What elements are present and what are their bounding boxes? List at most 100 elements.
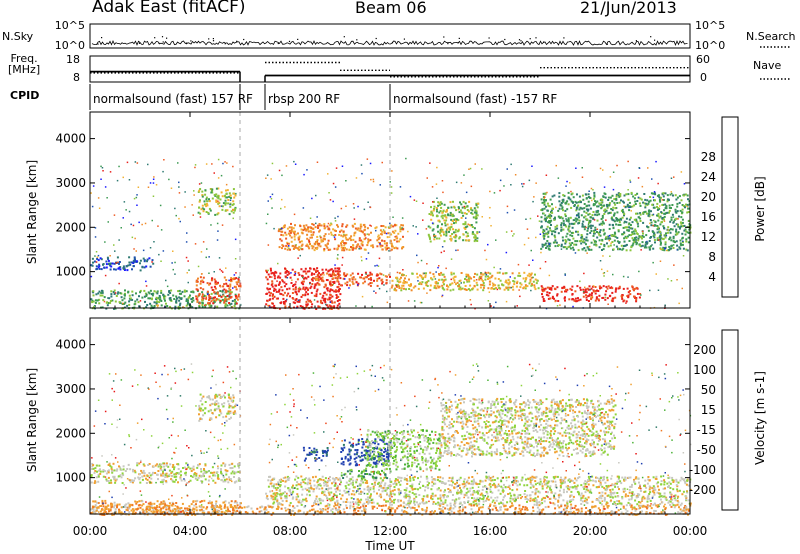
heatmap-cell — [230, 405, 233, 408]
heatmap-cell — [635, 300, 638, 303]
heatmap-cell — [219, 286, 222, 288]
heatmap-cell — [171, 475, 174, 477]
heatmap-cell — [361, 503, 364, 506]
heatmap-cell — [456, 281, 459, 284]
heatmap-cell — [433, 275, 436, 278]
heatmap-cell — [625, 249, 628, 252]
heatmap-cell — [188, 269, 190, 271]
heatmap-cell — [158, 253, 160, 256]
heatmap-cell — [535, 236, 537, 239]
heatmap-cell — [584, 491, 587, 494]
heatmap-cell — [540, 247, 543, 250]
heatmap-cell — [212, 299, 215, 302]
heatmap-cell — [112, 475, 115, 478]
heatmap-cell — [120, 296, 123, 299]
heatmap-cell — [445, 216, 448, 219]
heatmap-cell — [450, 239, 453, 242]
heatmap-cell — [364, 271, 367, 274]
heatmap-cell — [199, 509, 202, 512]
date-label: 21/Jun/2013 — [580, 0, 677, 17]
heatmap-cell — [432, 200, 435, 203]
heatmap-cell — [344, 282, 347, 285]
heatmap-cell — [386, 290, 388, 293]
heatmap-cell — [348, 248, 351, 251]
heatmap-cell — [516, 484, 519, 487]
heatmap-cell — [399, 186, 402, 188]
nsearch-label: N.Search — [746, 30, 796, 43]
heatmap-cell — [681, 211, 684, 214]
heatmap-cell — [211, 188, 214, 191]
heatmap-cell — [151, 259, 154, 262]
heatmap-cell — [228, 476, 230, 479]
heatmap-cell — [328, 274, 331, 277]
heatmap-cell — [337, 275, 340, 278]
heatmap-cell — [293, 238, 296, 241]
heatmap-cell — [208, 475, 211, 478]
heatmap-cell — [233, 305, 236, 307]
heatmap-cell — [499, 268, 502, 270]
heatmap-cell — [590, 241, 593, 244]
heatmap-cell — [651, 203, 654, 206]
heatmap-cell — [652, 192, 655, 195]
heatmap-cell — [546, 233, 549, 236]
heatmap-cell — [105, 479, 108, 482]
heatmap-cell — [567, 227, 570, 230]
heatmap-cell — [278, 228, 281, 231]
heatmap-cell — [273, 273, 276, 276]
heatmap-cell — [355, 305, 357, 307]
heatmap-cell — [386, 301, 389, 304]
heatmap-cell — [648, 240, 651, 242]
heatmap-cell — [492, 283, 495, 286]
heatmap-cell — [546, 240, 549, 242]
heatmap-cell — [390, 192, 393, 194]
heatmap-cell — [617, 223, 620, 226]
heatmap-cell — [309, 282, 311, 285]
heatmap-cell — [217, 407, 220, 410]
heatmap-cell — [586, 218, 589, 221]
heatmap-cell — [204, 303, 207, 306]
heatmap-cell — [585, 296, 588, 299]
heatmap-cell — [617, 478, 620, 481]
heatmap-cell — [286, 294, 289, 297]
heatmap-cell — [145, 477, 147, 480]
heatmap-cell — [507, 493, 510, 495]
heatmap-cell — [619, 480, 622, 483]
heatmap-cell — [129, 298, 132, 301]
heatmap-cell — [444, 489, 446, 492]
heatmap-cell — [339, 277, 342, 280]
heatmap-cell — [586, 204, 589, 207]
heatmap-cell — [567, 203, 570, 206]
heatmap-cell — [571, 293, 574, 296]
heatmap-cell — [642, 232, 644, 235]
heatmap-cell — [593, 232, 596, 235]
heatmap-cell — [611, 209, 614, 212]
heatmap-cell — [289, 295, 291, 298]
heatmap-cell — [563, 285, 566, 288]
heatmap-cell — [278, 246, 281, 249]
heatmap-cell — [106, 304, 109, 307]
heatmap-cell — [128, 294, 131, 297]
heatmap-cell — [601, 216, 604, 219]
heatmap-cell — [635, 242, 638, 244]
heatmap-cell — [599, 260, 602, 262]
heatmap-cell — [346, 273, 349, 276]
heatmap-cell — [680, 171, 683, 173]
heatmap-cell — [494, 277, 497, 280]
heatmap-cell — [366, 482, 369, 484]
heatmap-cell — [585, 239, 588, 242]
heatmap-cell — [631, 221, 634, 224]
heatmap-cell — [145, 285, 148, 287]
heatmap-cell — [204, 407, 207, 410]
heatmap-cell — [107, 297, 109, 299]
heatmap-cell — [475, 213, 478, 216]
heatmap-cell — [505, 287, 508, 290]
heatmap-cell — [600, 243, 603, 246]
heatmap-cell — [164, 473, 167, 475]
heatmap-cell — [595, 297, 598, 300]
heatmap-cell — [280, 293, 283, 296]
heatmap-cell — [677, 495, 680, 498]
heatmap-cell — [401, 228, 404, 231]
heatmap-cell — [221, 290, 224, 293]
heatmap-cell — [636, 221, 639, 224]
heatmap-cell — [309, 230, 312, 233]
